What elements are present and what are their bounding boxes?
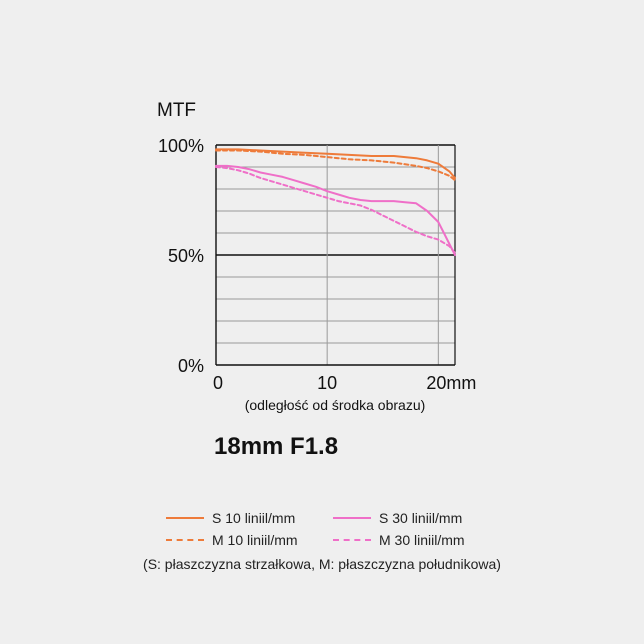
legend-item-m30: M 30 liniil/mm [333, 530, 465, 550]
series-line-2 [215, 164, 456, 256]
x-tick-label: 10 [317, 373, 337, 393]
legend-note: (S: płaszczyzna strzałkowa, M: płaszczyz… [143, 556, 501, 572]
grid [216, 144, 455, 365]
legend-swatch-s10 [166, 517, 204, 519]
chart-title: 18mm F1.8 [214, 433, 338, 460]
series-line-3 [215, 166, 456, 254]
legend-swatch-s30 [333, 517, 371, 519]
legend-label-s30: S 30 liniil/mm [379, 510, 463, 526]
y-tick-label: 50% [168, 246, 204, 266]
tick-labels: 0% 50% 100% 0 10 20mm [158, 136, 476, 393]
x-axis-label: (odległość od środka obrazu) [245, 397, 426, 413]
series-line-1 [215, 149, 456, 182]
legend-swatch-m30 [333, 539, 371, 541]
legend-label-s10: S 10 liniil/mm [212, 510, 296, 526]
legend-label-m10: M 10 liniil/mm [212, 532, 298, 548]
legend-item-s30: S 30 liniil/mm [333, 508, 462, 528]
series-lines [215, 148, 456, 256]
y-axis-label: MTF [157, 100, 196, 121]
legend-label-m30: M 30 liniil/mm [379, 532, 465, 548]
series-line-0 [215, 148, 456, 179]
legend-item-m10: M 10 liniil/mm [166, 530, 298, 550]
y-tick-label: 100% [158, 136, 204, 156]
legend-swatch-m10 [166, 539, 204, 541]
x-tick-label: 20mm [426, 373, 476, 393]
legend-item-s10: S 10 liniil/mm [166, 508, 295, 528]
x-tick-label: 0 [213, 373, 223, 393]
y-tick-label: 0% [178, 356, 204, 376]
